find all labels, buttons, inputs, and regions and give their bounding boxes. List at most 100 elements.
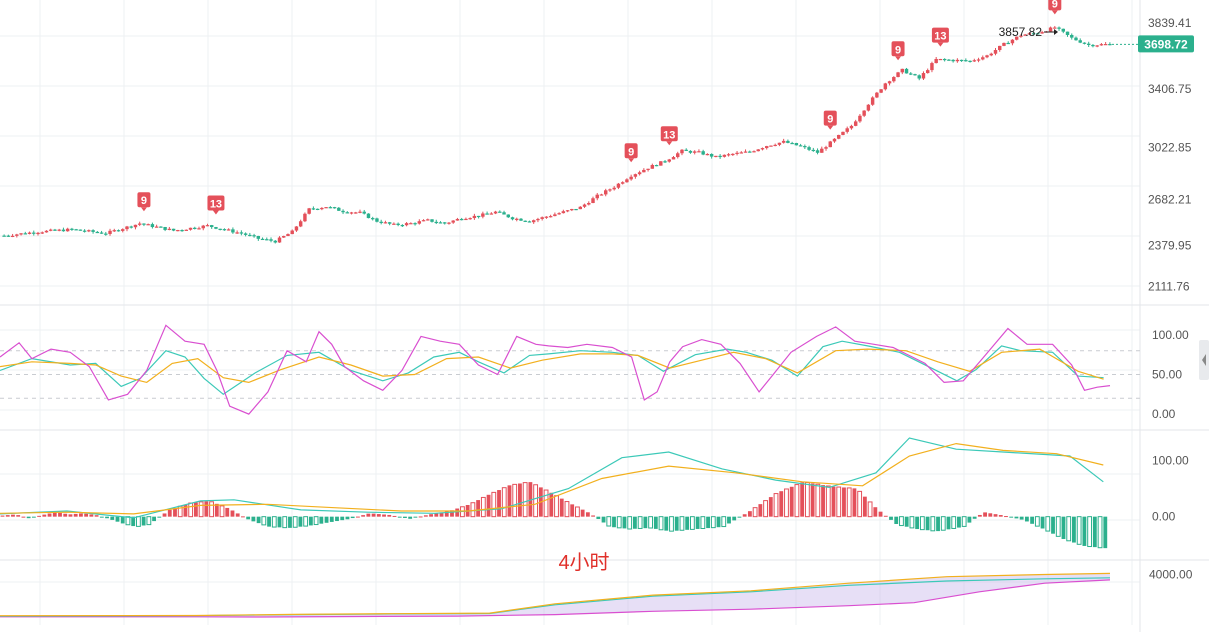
candle-body <box>790 142 794 145</box>
macd-histogram-bar <box>350 516 355 519</box>
candle-body <box>845 128 849 132</box>
signal-marker-label: 13 <box>210 199 222 211</box>
macd-histogram-bar <box>899 516 904 527</box>
macd-histogram-bar <box>1087 516 1093 548</box>
candle-body <box>142 223 146 225</box>
candle-body <box>722 154 727 157</box>
macd-histogram-bar <box>637 516 643 529</box>
signal-marker-label: 9 <box>827 114 833 126</box>
macd-histogram-bar <box>632 516 637 529</box>
candle-body <box>459 218 464 221</box>
candle-body <box>36 232 40 235</box>
candle-body <box>91 230 95 232</box>
macd-histogram-bar <box>543 489 549 518</box>
macd-histogram-bar <box>596 516 601 519</box>
candle-body <box>235 232 239 234</box>
macd-histogram-bar <box>52 512 57 517</box>
macd-histogram-bar <box>146 516 152 526</box>
candle-body <box>78 229 83 231</box>
macd-histogram-bar <box>710 516 716 529</box>
candle-body <box>121 229 125 231</box>
chevron-left-icon[interactable] <box>1202 354 1206 366</box>
volume-ma-panel <box>0 572 1111 618</box>
macd-histogram-bar <box>873 507 878 517</box>
macd-histogram-bar <box>188 502 194 518</box>
macd-histogram-bar <box>643 516 648 529</box>
macd-histogram-bar <box>679 516 685 531</box>
side-panel-handle[interactable] <box>1199 340 1209 380</box>
macd-histogram-bar <box>998 515 1003 517</box>
candle-body <box>553 214 557 217</box>
candle-body <box>1014 36 1019 40</box>
candle-body <box>15 234 19 236</box>
macd-histogram-bar <box>324 516 329 523</box>
macd-histogram-bar <box>173 508 177 517</box>
candle-body <box>726 154 731 156</box>
signal-marker-pointer <box>937 42 944 47</box>
candle-body <box>913 74 917 76</box>
candle-body <box>743 151 748 153</box>
macd-histogram-bar <box>292 516 298 528</box>
kdj-series-line <box>0 348 1104 384</box>
candle-body <box>99 232 104 234</box>
candle-body <box>667 159 671 162</box>
candle-body <box>214 227 218 229</box>
candle-body <box>942 58 947 61</box>
kdj-tick-label: 0.00 <box>1152 407 1176 421</box>
candle-body <box>27 232 32 234</box>
candle-body <box>930 63 934 71</box>
candle-body <box>548 216 553 218</box>
macd-histogram-bar <box>972 516 977 519</box>
macd-histogram-bar <box>439 512 444 517</box>
signal-marker-label: 13 <box>934 31 946 43</box>
candle-body <box>896 72 900 78</box>
macd-histogram-bar <box>271 516 277 528</box>
signal-marker-pointer <box>827 125 834 130</box>
macd-histogram-bar <box>857 490 863 518</box>
candle-body <box>1031 33 1036 35</box>
candle-body <box>1006 42 1010 45</box>
candle-body <box>303 213 307 222</box>
candle-body <box>1061 28 1065 32</box>
sequential-signals: 9 13 9 13 9 9 13 9 <box>137 0 1062 215</box>
macd-histogram-bar <box>727 516 731 524</box>
macd-histogram-bar <box>1066 516 1072 542</box>
candle-body <box>769 145 773 147</box>
macd-histogram-bar <box>308 516 313 526</box>
candle-body <box>485 213 489 215</box>
macd-histogram-bar <box>1092 516 1097 548</box>
candle-body <box>324 207 328 209</box>
macd-histogram-bar <box>397 516 402 518</box>
candle-body <box>468 218 472 220</box>
signal-marker-pointer <box>212 210 219 215</box>
current-price-value: 3698.72 <box>1144 37 1188 51</box>
candle-body <box>777 142 782 145</box>
candle-body <box>392 223 396 225</box>
candle-body <box>714 155 718 158</box>
macd-histogram-bar <box>732 516 737 521</box>
macd-histogram-bar <box>946 516 951 530</box>
macd-histogram-bar <box>1009 516 1014 518</box>
candle-body <box>697 151 701 153</box>
candle-body <box>6 235 11 237</box>
candle-body <box>964 60 968 62</box>
macd-histogram-bar <box>277 516 282 528</box>
macd-histogram-bar <box>382 514 386 517</box>
macd-histogram-bar <box>319 516 324 524</box>
candle-body <box>1095 45 1099 47</box>
kdj-series-line <box>0 324 1111 415</box>
candle-body <box>688 150 693 153</box>
candle-body <box>684 149 688 151</box>
candle-body <box>705 153 710 156</box>
macd-histogram-bar <box>695 516 700 529</box>
candle-body <box>718 155 722 158</box>
candle-body <box>273 240 277 243</box>
candle-body <box>663 161 667 163</box>
signal-marker-label: 9 <box>895 44 901 56</box>
signal-marker-pointer <box>666 141 673 146</box>
candle-body <box>184 229 189 231</box>
candle-body <box>1099 44 1104 46</box>
macd-histogram-bar <box>403 516 407 518</box>
macd-histogram-bar <box>831 486 836 517</box>
